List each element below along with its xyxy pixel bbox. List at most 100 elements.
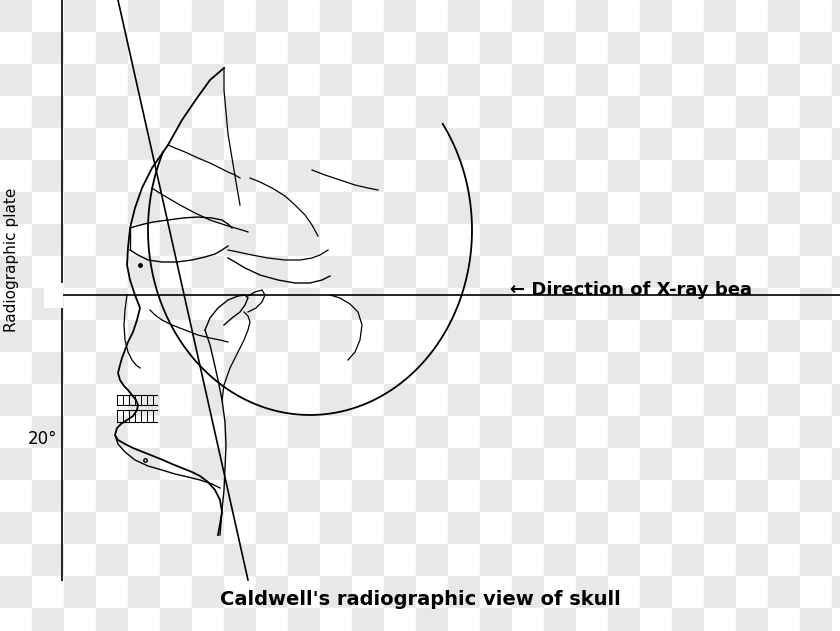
Bar bbox=[128, 288, 160, 320]
Bar bbox=[608, 32, 640, 64]
Bar bbox=[544, 192, 576, 224]
Bar bbox=[832, 608, 840, 631]
Bar bbox=[640, 96, 672, 128]
Bar bbox=[320, 288, 352, 320]
Bar bbox=[608, 256, 640, 288]
Bar bbox=[96, 224, 128, 256]
Bar bbox=[608, 320, 640, 352]
Bar bbox=[544, 32, 576, 64]
Bar bbox=[704, 512, 736, 544]
Bar bbox=[672, 384, 704, 416]
Bar bbox=[44, 283, 62, 307]
Bar bbox=[128, 128, 160, 160]
Bar bbox=[800, 288, 832, 320]
Bar bbox=[384, 384, 416, 416]
Bar bbox=[0, 544, 32, 576]
Bar bbox=[480, 256, 512, 288]
Bar bbox=[800, 128, 832, 160]
Bar bbox=[128, 352, 160, 384]
Bar bbox=[832, 128, 840, 160]
Bar bbox=[576, 352, 608, 384]
Bar bbox=[128, 416, 160, 448]
Bar bbox=[512, 288, 544, 320]
Bar bbox=[96, 160, 128, 192]
Bar bbox=[320, 480, 352, 512]
Bar bbox=[768, 576, 800, 608]
Bar bbox=[448, 320, 480, 352]
Bar bbox=[448, 544, 480, 576]
Bar bbox=[256, 544, 288, 576]
Bar bbox=[160, 384, 192, 416]
Bar bbox=[320, 256, 352, 288]
Bar bbox=[96, 96, 128, 128]
Bar bbox=[96, 544, 128, 576]
Bar bbox=[640, 416, 672, 448]
Bar bbox=[608, 384, 640, 416]
Bar bbox=[416, 32, 448, 64]
Bar bbox=[768, 608, 800, 631]
Bar bbox=[800, 448, 832, 480]
Bar bbox=[256, 384, 288, 416]
Bar bbox=[640, 320, 672, 352]
Bar bbox=[96, 128, 128, 160]
Bar bbox=[448, 416, 480, 448]
Bar bbox=[352, 256, 384, 288]
Bar bbox=[32, 512, 64, 544]
Bar bbox=[704, 256, 736, 288]
Bar bbox=[192, 480, 224, 512]
Bar bbox=[640, 576, 672, 608]
Bar bbox=[544, 608, 576, 631]
Bar bbox=[832, 256, 840, 288]
Bar bbox=[288, 352, 320, 384]
Bar bbox=[736, 320, 768, 352]
Bar bbox=[32, 32, 64, 64]
Bar bbox=[704, 128, 736, 160]
Bar bbox=[288, 160, 320, 192]
Bar bbox=[576, 448, 608, 480]
Bar bbox=[32, 288, 64, 320]
Bar bbox=[640, 608, 672, 631]
Bar bbox=[704, 288, 736, 320]
Bar bbox=[768, 224, 800, 256]
Bar bbox=[736, 288, 768, 320]
Bar bbox=[128, 480, 160, 512]
Bar bbox=[640, 288, 672, 320]
Bar bbox=[384, 160, 416, 192]
Bar bbox=[256, 608, 288, 631]
Bar bbox=[0, 512, 32, 544]
Bar bbox=[416, 64, 448, 96]
Bar bbox=[576, 576, 608, 608]
Bar bbox=[704, 352, 736, 384]
Bar bbox=[800, 576, 832, 608]
Bar bbox=[160, 288, 192, 320]
Bar bbox=[288, 288, 320, 320]
Bar bbox=[544, 512, 576, 544]
Bar bbox=[576, 384, 608, 416]
Bar bbox=[384, 64, 416, 96]
Bar bbox=[320, 512, 352, 544]
Bar bbox=[32, 352, 64, 384]
Bar bbox=[96, 288, 128, 320]
Bar bbox=[448, 448, 480, 480]
Bar bbox=[512, 384, 544, 416]
Bar bbox=[576, 128, 608, 160]
Bar bbox=[480, 288, 512, 320]
Bar bbox=[0, 320, 32, 352]
Bar bbox=[768, 256, 800, 288]
Bar bbox=[32, 576, 64, 608]
Bar bbox=[256, 352, 288, 384]
Bar bbox=[672, 224, 704, 256]
Bar bbox=[640, 352, 672, 384]
Bar bbox=[416, 224, 448, 256]
Text: Radiographic plate: Radiographic plate bbox=[4, 188, 19, 332]
Bar bbox=[768, 128, 800, 160]
Bar bbox=[768, 96, 800, 128]
Bar bbox=[672, 64, 704, 96]
Bar bbox=[32, 160, 64, 192]
Bar bbox=[480, 32, 512, 64]
Bar bbox=[768, 192, 800, 224]
Bar bbox=[832, 320, 840, 352]
Bar bbox=[96, 192, 128, 224]
Bar bbox=[256, 64, 288, 96]
Bar bbox=[384, 480, 416, 512]
